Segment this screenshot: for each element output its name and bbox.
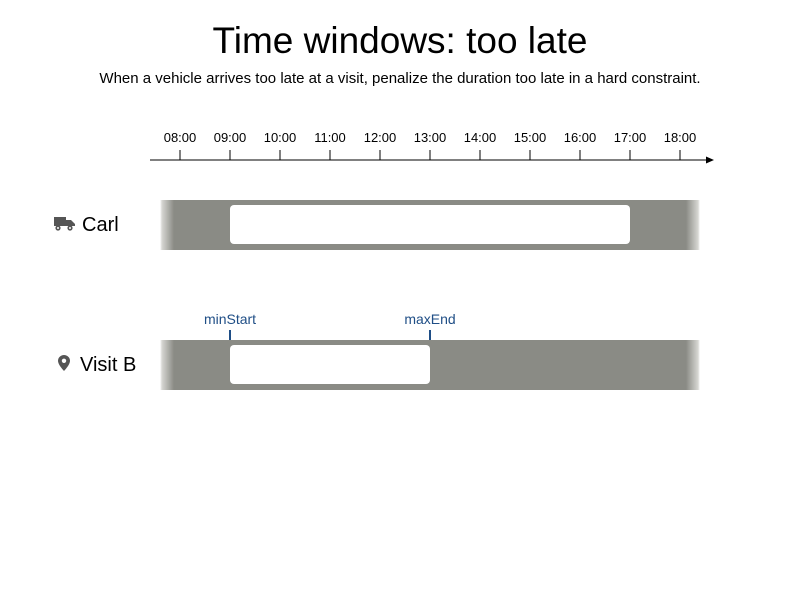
page-title: Time windows: too late <box>212 20 588 61</box>
vehicle-lane <box>160 200 700 250</box>
timeline-tick-label: 12:00 <box>364 130 397 145</box>
timeline-tick-label: 18:00 <box>664 130 697 145</box>
vehicle-time-window <box>230 205 630 244</box>
timeline-tick-label: 15:00 <box>514 130 547 145</box>
min-start-marker: minStart <box>190 311 270 342</box>
max-end-label: maxEnd <box>404 311 456 327</box>
timeline-tick-label: 09:00 <box>214 130 247 145</box>
visit-name: Visit B <box>80 353 137 376</box>
truck-icon <box>54 214 76 237</box>
timeline-axis: 08:00 09:00 10:00 11:00 12:00 13:00 14:00 15:00… <box>150 130 714 164</box>
vehicle-name: Carl <box>82 213 119 236</box>
timeline-tick-label: 16:00 <box>564 130 597 145</box>
timeline-tick-label: 11:00 <box>314 130 346 145</box>
timeline-tick-label: 17:00 <box>614 130 647 145</box>
visit-time-window <box>230 345 430 384</box>
visit-lane <box>160 340 700 390</box>
timeline-tick-label: 08:00 <box>164 130 197 145</box>
min-start-tick <box>229 330 231 342</box>
location-pin-icon <box>58 354 70 377</box>
visit-label: Visit B <box>58 350 136 380</box>
timeline-axis-arrow <box>706 156 714 164</box>
page-subtitle: When a vehicle arrives too late at a vis… <box>99 70 701 87</box>
timeline-tick-label: 13:00 <box>414 130 447 145</box>
timeline-tick-label: 10:00 <box>264 130 297 145</box>
timeline-ticks: 08:00 09:00 10:00 11:00 12:00 13:00 14:00 15:00… <box>164 130 697 160</box>
max-end-tick <box>429 330 431 342</box>
max-end-marker: maxEnd <box>390 311 470 342</box>
timeline-tick-label: 14:00 <box>464 130 497 145</box>
vehicle-label: Carl <box>54 210 119 240</box>
min-start-label: minStart <box>203 311 257 327</box>
